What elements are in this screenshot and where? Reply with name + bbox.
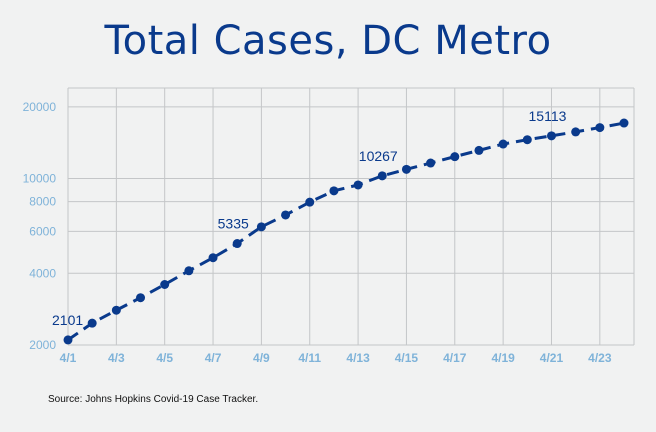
data-point xyxy=(377,171,387,181)
data-point xyxy=(546,131,556,141)
data-point xyxy=(256,222,266,232)
data-point xyxy=(232,239,242,249)
y-axis-ticks: 2000 4000 6000 8000 10000 20000 xyxy=(23,100,57,352)
x-tick-label: 4/23 xyxy=(588,351,612,365)
x-tick-label: 4/15 xyxy=(395,351,419,365)
data-point xyxy=(111,305,121,315)
x-tick-label: 4/3 xyxy=(108,351,125,365)
data-point xyxy=(87,318,97,328)
data-label: 5335 xyxy=(218,216,249,232)
y-tick-label: 4000 xyxy=(29,266,56,280)
data-point xyxy=(619,118,629,128)
grid-lines xyxy=(67,87,635,346)
data-point xyxy=(522,135,532,145)
data-point xyxy=(208,253,218,263)
x-axis-ticks: 4/1 4/3 4/5 4/7 4/9 4/11 4/13 4/15 4/17 4/19 4/21 4… xyxy=(60,351,612,365)
data-point xyxy=(498,139,508,149)
data-point xyxy=(329,186,339,196)
data-point xyxy=(595,123,605,133)
data-point xyxy=(63,335,73,345)
y-tick-label: 8000 xyxy=(29,195,56,209)
x-tick-label: 4/21 xyxy=(540,351,564,365)
series-cases xyxy=(63,118,629,345)
source-note: Source: Johns Hopkins Covid-19 Case Trac… xyxy=(48,394,259,405)
chart-title: Total Cases, DC Metro xyxy=(104,18,552,64)
y-tick-label: 20000 xyxy=(23,100,57,114)
data-label: 10267 xyxy=(359,148,398,164)
data-label: 15113 xyxy=(529,108,567,124)
data-point xyxy=(160,279,170,289)
data-labels: 2101 5335 10267 15113 xyxy=(52,108,567,328)
data-point xyxy=(353,180,363,190)
x-tick-label: 4/7 xyxy=(205,351,222,365)
data-point xyxy=(281,210,291,220)
data-point xyxy=(401,164,411,174)
data-point xyxy=(474,145,484,155)
data-point xyxy=(184,266,194,276)
y-tick-label: 2000 xyxy=(29,338,56,352)
data-label: 2101 xyxy=(52,312,83,328)
data-point xyxy=(450,152,460,162)
y-tick-label: 6000 xyxy=(29,224,56,238)
data-point xyxy=(571,127,581,137)
x-tick-label: 4/17 xyxy=(443,351,467,365)
x-tick-label: 4/5 xyxy=(156,351,173,365)
y-tick-label: 10000 xyxy=(23,172,57,186)
x-tick-label: 4/19 xyxy=(491,351,515,365)
data-point xyxy=(305,197,315,207)
data-point xyxy=(136,293,146,303)
data-point xyxy=(426,158,436,168)
x-tick-label: 4/9 xyxy=(253,351,270,365)
x-tick-label: 4/13 xyxy=(346,351,370,365)
x-tick-label: 4/1 xyxy=(60,351,77,365)
x-tick-label: 4/11 xyxy=(298,351,321,365)
